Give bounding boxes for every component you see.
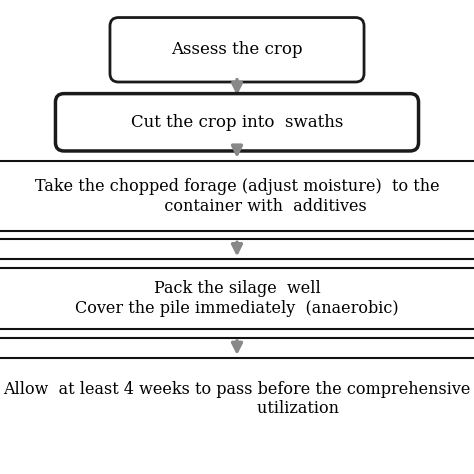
FancyBboxPatch shape [110,18,364,82]
Text: Allow  at least 4 weeks to pass before the comprehensive
                       : Allow at least 4 weeks to pass before th… [3,381,471,418]
Text: Cut the crop into  swaths: Cut the crop into swaths [131,114,343,131]
Text: Assess the crop: Assess the crop [171,41,303,58]
Text: Pack the silage  well
Cover the pile immediately  (anaerobic): Pack the silage well Cover the pile imme… [75,280,399,317]
FancyBboxPatch shape [55,94,419,151]
Text: Take the chopped forage (adjust moisture)  to the
           container with  add: Take the chopped forage (adjust moisture… [35,178,439,215]
